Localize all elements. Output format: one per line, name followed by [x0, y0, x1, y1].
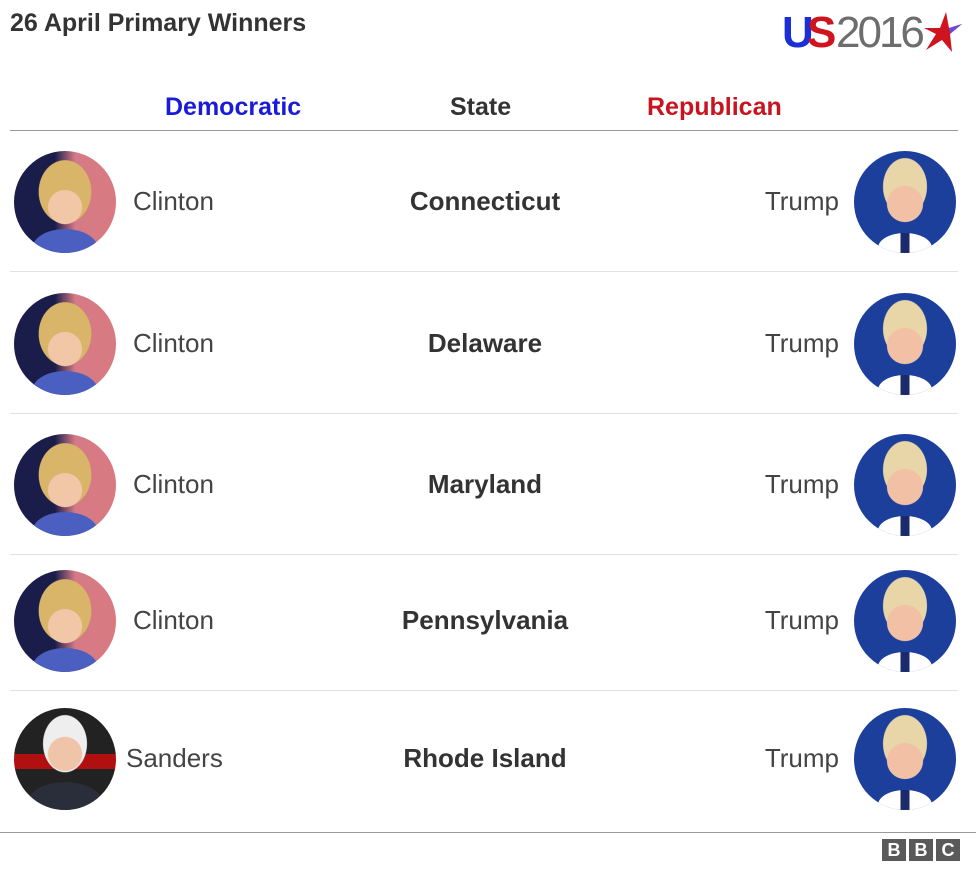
state-name: Maryland [427, 469, 543, 499]
republican-winner: Trump [764, 605, 839, 635]
header-republican: Republican [647, 93, 782, 121]
republican-winner: Trump [764, 328, 839, 358]
bbc-logo-letter: B [909, 839, 933, 861]
row-divider [10, 271, 958, 272]
bbc-logo-letter: B [882, 839, 906, 861]
republican-winner: Trump [764, 186, 839, 216]
trump-photo [854, 708, 956, 810]
row-divider [10, 690, 958, 691]
democratic-winner: Clinton [133, 605, 214, 635]
trump-photo [854, 151, 956, 253]
bbc-logo-letter: C [936, 839, 960, 861]
header-democratic: Democratic [165, 93, 302, 121]
row-divider [10, 554, 958, 555]
header-state: State [450, 93, 512, 121]
republican-winner: Trump [764, 743, 839, 773]
clinton-photo [14, 151, 116, 253]
sanders-photo [14, 708, 116, 810]
table-row: Sanders Rhode Island Trump [0, 708, 976, 810]
democratic-winner: Clinton [133, 469, 214, 499]
table-row: Clinton Maryland Trump [0, 434, 976, 536]
democratic-winner: Clinton [133, 328, 214, 358]
democratic-winner: Clinton [133, 186, 214, 216]
logo-year: 2016 [836, 8, 925, 57]
bbc-logo: B B C [882, 839, 960, 861]
footer-divider [0, 832, 976, 833]
democratic-winner: Sanders [126, 743, 223, 773]
trump-photo [854, 570, 956, 672]
page-title: 26 April Primary Winners [10, 9, 307, 37]
state-name: Delaware [427, 328, 543, 358]
star-icon [924, 12, 962, 52]
trump-photo [854, 293, 956, 395]
table-row: Clinton Pennsylvania Trump [0, 570, 976, 672]
republican-winner: Trump [764, 469, 839, 499]
row-divider [10, 413, 958, 414]
header-divider [10, 130, 958, 131]
state-name: Pennsylvania [401, 605, 569, 635]
table-row: Clinton Delaware Trump [0, 293, 976, 395]
trump-photo [854, 434, 956, 536]
logo-s: S [807, 8, 837, 57]
logo-u: U [782, 8, 814, 57]
state-name: Connecticut [409, 186, 561, 216]
table-row: Clinton Connecticut Trump [0, 151, 976, 253]
clinton-photo [14, 293, 116, 395]
state-name: Rhode Island [403, 743, 567, 773]
clinton-photo [14, 570, 116, 672]
clinton-photo [14, 434, 116, 536]
